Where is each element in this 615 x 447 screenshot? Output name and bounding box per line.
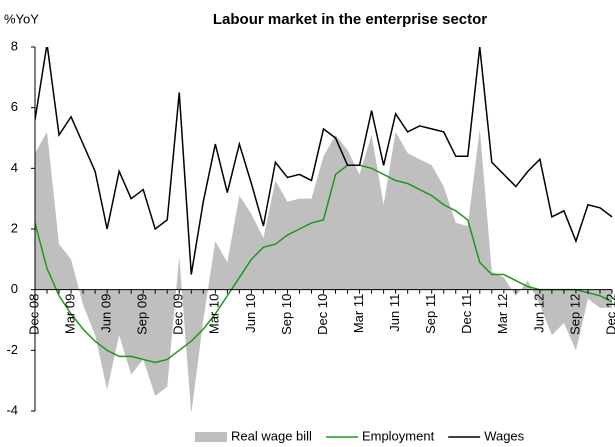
legend-label: Wages bbox=[484, 428, 524, 443]
line bbox=[35, 164, 613, 364]
chart-title: Labour market in the enterprise sector bbox=[213, 11, 487, 28]
y-tick-label: 0 bbox=[11, 281, 18, 296]
y-tick-label: 6 bbox=[11, 99, 18, 114]
y-tick-label: 2 bbox=[11, 220, 18, 235]
x-tick-label: Dec 11 bbox=[459, 294, 474, 334]
x-tick-label: Sep 11 bbox=[423, 294, 438, 334]
area bbox=[35, 128, 612, 411]
x-tick-label: Sep 09 bbox=[135, 294, 150, 335]
x-tick-label: Mar 11 bbox=[351, 294, 366, 334]
x-tick-label: Jun 12 bbox=[531, 294, 546, 333]
y-axis-label: %YoY bbox=[4, 11, 39, 26]
x-tick-label: Dec 10 bbox=[315, 294, 330, 335]
x-tick-label: Dec 12 bbox=[603, 294, 615, 335]
x-tick-label: Sep 10 bbox=[279, 294, 294, 335]
y-tick-label: -2 bbox=[6, 342, 18, 357]
x-tick-label: Mar 10 bbox=[207, 294, 222, 334]
x-tick-label: Mar 09 bbox=[63, 294, 78, 334]
y-tick-label: 8 bbox=[11, 38, 18, 53]
x-tick-label: Dec 08 bbox=[26, 294, 41, 335]
x-tick-label: Mar 12 bbox=[495, 294, 510, 334]
legend-swatch bbox=[195, 432, 227, 442]
x-tick-label: Jun 09 bbox=[99, 294, 114, 333]
line bbox=[35, 47, 613, 275]
y-tick-label: -4 bbox=[6, 402, 18, 417]
x-tick-label: Jun 11 bbox=[387, 294, 402, 332]
legend-label: Employment bbox=[362, 428, 435, 443]
x-tick-label: Jun 10 bbox=[243, 294, 258, 333]
plot-area bbox=[35, 47, 613, 411]
legend-label: Real wage bill bbox=[231, 428, 312, 443]
y-tick-label: 4 bbox=[11, 160, 18, 175]
x-tick-label: Dec 09 bbox=[171, 294, 186, 335]
x-tick-label: Sep 12 bbox=[567, 294, 582, 335]
